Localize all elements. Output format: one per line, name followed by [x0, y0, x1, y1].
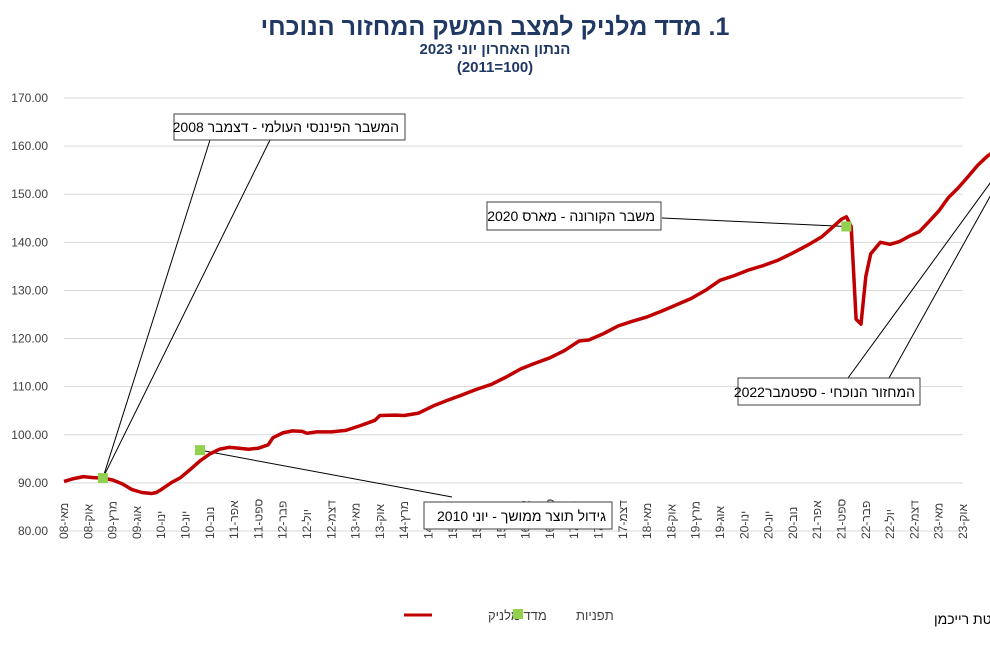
x-tick-label: יונ-20 [762, 511, 776, 539]
leader-line [199, 449, 453, 498]
x-tick-label: פבר-22 [859, 501, 873, 539]
x-tick-label: דצמ-17 [616, 500, 630, 539]
y-tick-label: 130.00 [11, 283, 48, 297]
annotation-financial-crisis: המשבר הפיננסי העולמי - דצמבר 2008 [173, 113, 406, 141]
x-tick-label: אוק-18 [664, 503, 678, 539]
legend: מדד מלניק תפניות [404, 608, 614, 623]
x-tick-label: ינו-20 [737, 511, 751, 539]
x-tick-label: ספט-11 [251, 499, 265, 539]
gridlines [64, 97, 963, 532]
x-tick-label: יול-12 [300, 509, 314, 539]
y-tick-label: 160.00 [11, 139, 48, 153]
x-tick-label: פבר-12 [276, 501, 290, 539]
x-tick-label: מרץ-14 [397, 501, 411, 539]
svg-text:המחזור הנוכחי - ספטמבר2022: המחזור הנוכחי - ספטמבר2022 [734, 384, 915, 400]
x-tick-label: מאי-18 [640, 503, 654, 539]
leader-line [888, 195, 990, 379]
y-tick-label: 150.00 [11, 187, 48, 201]
series-line-path [63, 152, 990, 496]
x-tick-label: מאי-08 [57, 503, 71, 539]
leader-line [102, 139, 211, 479]
x-tick-label: מרץ-19 [689, 501, 703, 539]
x-tick-label: דצמ-22 [907, 500, 921, 539]
author-credit: פרופ' רפי מלניק, אוניברסיטת רייכמן [934, 611, 990, 627]
x-tick-label: אפר-21 [810, 500, 824, 539]
svg-text:גידול תוצר ממושך - יוני 2010: גידול תוצר ממושך - יוני 2010 [437, 508, 606, 524]
y-tick-label: 90.00 [18, 476, 48, 490]
x-tick-label: אוק-23 [956, 503, 970, 539]
turning-point-marker [841, 221, 852, 232]
x-tick-label: יונ-10 [178, 511, 192, 539]
y-tick-label: 120.00 [11, 332, 48, 346]
x-tick-label: יול-22 [883, 509, 897, 539]
y-tick-label: 80.00 [18, 524, 48, 538]
x-tick-label: דצמ-12 [324, 500, 338, 539]
annotation-covid: משבר הקורונה - מארס 2020 [486, 201, 662, 231]
x-tick-label: אוק-13 [373, 503, 387, 539]
series-turning-points [97, 221, 852, 484]
x-tick-label: מרץ-09 [106, 501, 120, 539]
chart-title: 1. מדד מלניק למצב המשק המחזור הנוכחי [261, 13, 730, 41]
x-tick-label: מאי-23 [932, 503, 946, 539]
x-tick-label: אוג-19 [713, 505, 727, 539]
x-tick-label: אוג-09 [130, 505, 144, 539]
series-melnick-index [63, 152, 990, 496]
x-tick-label: נוב-10 [203, 507, 217, 539]
annotation-current-cycle: המחזור הנוכחי - ספטמבר2022 [734, 377, 921, 406]
turning-point-marker [97, 473, 108, 484]
x-tick-label: נוב-20 [786, 507, 800, 539]
leader-line [102, 139, 271, 479]
y-axis-ticks: 80.00 90.00 100.00 110.00 120.00 130.00 140.00… [11, 91, 48, 538]
chart-subtitle: הנתון האחרון יוני 2023 [420, 41, 571, 58]
turning-point-marker [195, 445, 206, 456]
y-tick-label: 170.00 [11, 91, 48, 105]
annotation-leader-lines [102, 139, 990, 498]
x-tick-label: ינו-10 [154, 511, 168, 539]
legend-square-swatch [513, 609, 523, 619]
leader-line [847, 182, 990, 379]
legend-label-turning-points: תפניות [576, 608, 614, 623]
annotation-growth: גידול תוצר ממושך - יוני 2010 [423, 501, 613, 530]
x-tick-label: אוק-08 [81, 503, 95, 539]
x-tick-label: ספט-21 [835, 499, 849, 539]
x-tick-label: אפר-11 [227, 500, 241, 539]
y-tick-label: 140.00 [11, 235, 48, 249]
x-tick-label: מאי-13 [349, 503, 363, 539]
y-tick-label: 110.00 [12, 380, 48, 394]
leader-line [661, 217, 847, 227]
svg-text:משבר הקורונה - מארס 2020: משבר הקורונה - מארס 2020 [487, 208, 655, 224]
svg-text:המשבר הפיננסי העולמי - דצמבר 2: המשבר הפיננסי העולמי - דצמבר 2008 [173, 119, 399, 135]
y-tick-label: 100.00 [11, 428, 48, 442]
chart-subtitle-base: (100=2011) [457, 59, 533, 76]
